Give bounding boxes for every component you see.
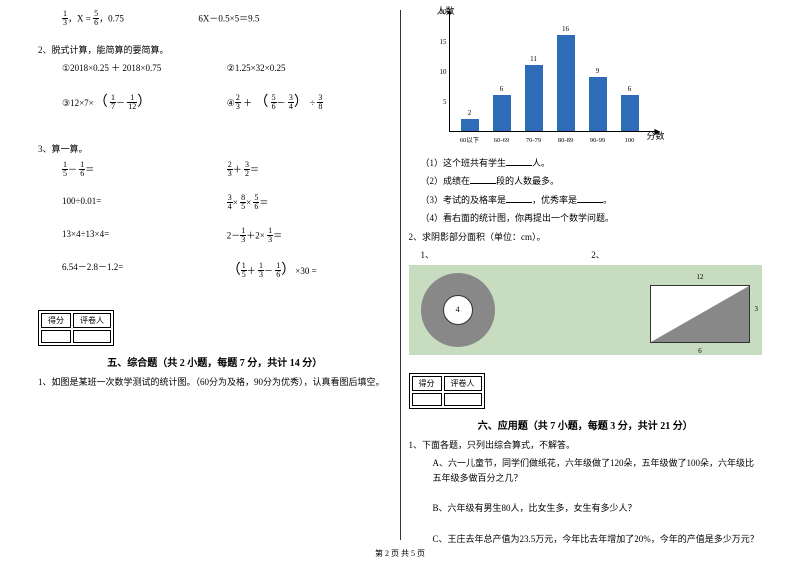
chart-bar: 2 xyxy=(461,119,479,131)
q1-2: （2）成绩在段的人数最多。 xyxy=(409,174,763,188)
chart-bar: 9 xyxy=(589,77,607,131)
section6-title: 六、应用题（共 7 小题，每题 3 分，共计 21 分） xyxy=(409,417,763,432)
chart-bar: 6 xyxy=(493,95,511,131)
eq-line-1: 13，X = 56，0.75 6X－0.5×5＝9.5 xyxy=(38,10,392,27)
chart-category: 90-99 xyxy=(585,137,611,144)
q6-1c: C、王庄去年总产值为23.5万元，今年比去年增加了20%，今年的产值是多少万元？ xyxy=(409,532,763,546)
q6-1a: A、六一儿童节，同学们做纸花，六年级做了120朵，五年级做了100朵，六年级比五… xyxy=(409,456,763,485)
chart-bar: 6 xyxy=(621,95,639,131)
score-box-right: 得分评卷人 xyxy=(409,373,485,409)
q2-row2: ③12×7×（ 17－ 112） ④23 ＋ （ 56－ 34） ÷ 38 xyxy=(38,92,392,118)
chart-category: 100 xyxy=(617,137,643,144)
q1-4: （4）看右面的统计图，你再提出一个数学问题。 xyxy=(409,211,763,225)
chart-category: 60-69 xyxy=(489,137,515,144)
q2-title: 2、脱式计算，能简算的要简算。 xyxy=(38,43,392,57)
q3-r3: 13×4÷13×4= 2－13＋2× 13＝ xyxy=(38,227,392,248)
q2-row1: ①2018×0.25 ＋ 2018×0.75 ②1.25×32×0.25 xyxy=(38,61,392,79)
q3-title: 3、算一算。 xyxy=(38,142,392,156)
chart-bar: 11 xyxy=(525,65,543,131)
page-body: 13，X = 56，0.75 6X－0.5×5＝9.5 2、脱式计算，能简算的要… xyxy=(0,0,800,540)
section5-title: 五、综合题（共 2 小题，每题 7 分，共计 14 分） xyxy=(38,354,392,369)
q5-1: 1、如图是某班一次数学测试的统计图。（60分为及格，90分为优秀），认真看图后填… xyxy=(38,375,392,389)
ring-shape: 4 xyxy=(421,273,495,347)
q3-r4: 6.54－2.8－1.2= （15＋ 13－ 16）×30 = xyxy=(38,260,392,286)
chart-category: 80-89 xyxy=(553,137,579,144)
q3-r1: 15－ 16＝ 23＋ 32＝ xyxy=(38,161,392,182)
q2-labels: 1、2、 xyxy=(409,248,763,261)
right-column: 人数 分数 ▲ ▶ 5101520 26111696 60以下60-6970-7… xyxy=(401,10,771,540)
q6-1b: B、六年级有男生80人，比女生多，女生有多少人？ xyxy=(409,501,763,515)
shape-diagram: 4 12 3 6 xyxy=(409,265,763,355)
q2-shapes-title: 2、求阴影部分面积（单位：cm）。 xyxy=(409,230,763,244)
q3-r2: 100÷0.01= 34× 85× 56＝ xyxy=(38,194,392,215)
q1-1: （1）这个班共有学生人。 xyxy=(409,156,763,170)
chart-bar: 16 xyxy=(557,35,575,131)
triangle-shape: 12 3 6 xyxy=(650,275,750,345)
score-box-left: 得分评卷人 xyxy=(38,310,114,346)
chart-category: 60以下 xyxy=(457,134,483,144)
left-column: 13，X = 56，0.75 6X－0.5×5＝9.5 2、脱式计算，能简算的要… xyxy=(30,10,401,540)
q6-1: 1、下面各题，只列出综合算式，不解答。 xyxy=(409,438,763,452)
q1-3: （3）考试的及格率是，优秀率是。 xyxy=(409,193,763,207)
chart-category: 70-79 xyxy=(521,137,547,144)
bar-chart: 人数 分数 ▲ ▶ 5101520 26111696 60以下60-6970-7… xyxy=(421,10,661,150)
page-footer: 第 2 页 共 5 页 xyxy=(0,548,800,559)
